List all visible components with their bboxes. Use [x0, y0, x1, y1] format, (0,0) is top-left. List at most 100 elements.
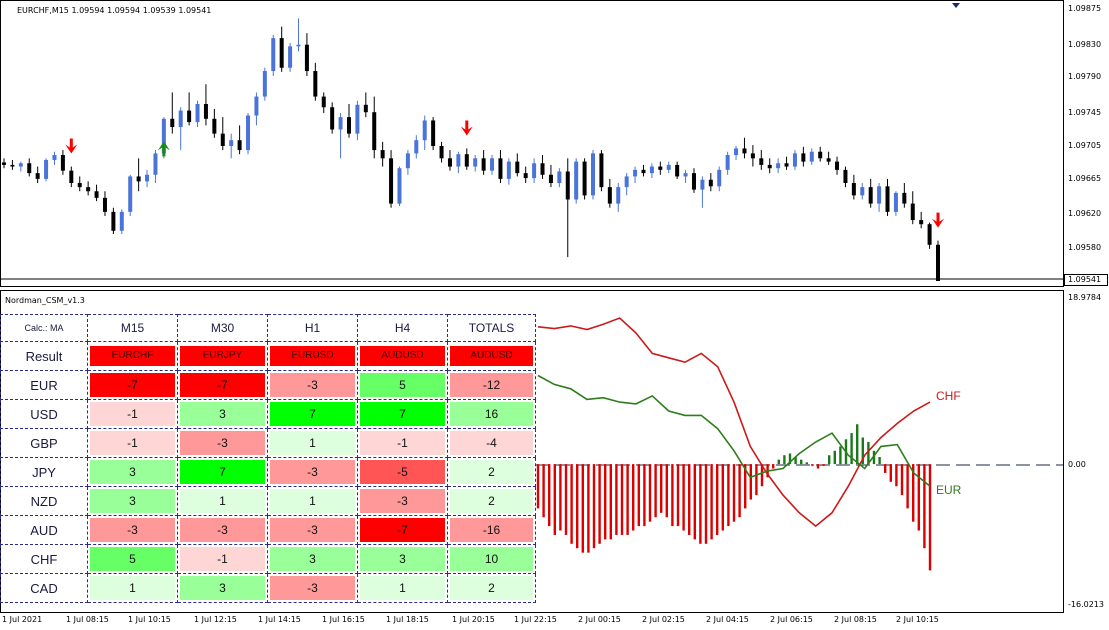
- candle-body: [557, 171, 562, 184]
- candle-body: [464, 154, 469, 167]
- candle-body: [750, 153, 755, 159]
- strength-cell: 2: [447, 457, 536, 487]
- strength-value: 3: [270, 547, 355, 571]
- price-axis-label: 1.09745: [1068, 108, 1102, 117]
- candle-body: [893, 192, 898, 212]
- candle-body: [296, 44, 301, 47]
- histogram-bar: [587, 464, 590, 553]
- time-axis-label: 2 Jul 00:15: [578, 615, 621, 624]
- candle-body: [767, 164, 772, 169]
- histogram-bar: [738, 464, 741, 518]
- histogram-bar: [576, 464, 579, 549]
- candle-body: [77, 183, 82, 188]
- histogram-bar: [721, 464, 724, 531]
- current-price-box: 1.09541: [1064, 274, 1108, 286]
- histogram-bar: [783, 455, 786, 465]
- histogram-bar: [895, 464, 898, 487]
- result-cell: AUDUSD: [447, 341, 536, 371]
- histogram-bar: [923, 464, 926, 549]
- shift-marker-icon[interactable]: [952, 3, 960, 8]
- histogram-bar: [671, 464, 674, 527]
- candle-body: [641, 169, 646, 174]
- candle-body: [313, 71, 318, 97]
- candle-body: [498, 158, 503, 179]
- strength-value: -7: [180, 373, 265, 397]
- candle-body: [456, 154, 461, 167]
- currency-label: GBP: [0, 428, 88, 458]
- candle-body: [102, 197, 107, 212]
- candle-body: [111, 211, 116, 231]
- strength-cell: 3: [177, 399, 268, 429]
- time-axis-label: 2 Jul 06:15: [770, 615, 813, 624]
- signal-arrows: [65, 120, 944, 228]
- strength-value: -3: [270, 576, 355, 600]
- candle-body: [868, 187, 873, 204]
- currency-label: AUD: [0, 515, 88, 545]
- candle-body: [725, 155, 730, 170]
- price-axis-label: 1.09790: [1068, 72, 1102, 81]
- candle-body: [784, 163, 789, 167]
- candle-body: [69, 170, 74, 184]
- table-row: JPY 3 7 -3 -5 2: [0, 457, 536, 487]
- candle-body: [649, 166, 654, 174]
- histogram-bar: [548, 464, 551, 527]
- histogram-bar: [620, 464, 624, 535]
- candle-body: [515, 161, 520, 174]
- histogram-bar: [861, 437, 864, 465]
- price-chart[interactable]: [0, 0, 1063, 286]
- strength-value: -7: [90, 373, 175, 397]
- candle-body: [321, 96, 326, 108]
- candle-body: [658, 166, 663, 170]
- strength-value: 3: [180, 576, 265, 600]
- strength-value: -12: [450, 373, 533, 397]
- strength-cell: 7: [177, 457, 268, 487]
- candle-body: [178, 110, 183, 128]
- strength-value: 7: [360, 402, 445, 426]
- histogram-bar: [604, 464, 607, 540]
- price-axis-label: 1.09620: [1068, 209, 1102, 218]
- time-axis-label: 2 Jul 08:15: [834, 615, 877, 624]
- strength-cell: 3: [357, 544, 448, 574]
- histogram-bar: [856, 424, 859, 465]
- candle-body: [372, 112, 377, 151]
- candle-body: [27, 163, 32, 174]
- candle-body: [582, 161, 587, 196]
- histogram-bar: [654, 464, 657, 518]
- time-axis-label: 2 Jul 10:15: [896, 615, 939, 624]
- candle-body: [304, 44, 309, 72]
- strength-value: -7: [360, 518, 445, 542]
- indicator-chart[interactable]: [0, 290, 1063, 612]
- histogram-bar: [704, 464, 708, 544]
- histogram-bar: [928, 464, 932, 571]
- chf-line-label: CHF: [936, 389, 961, 403]
- strength-value: -1: [180, 547, 265, 571]
- strength-value: -16: [450, 518, 533, 542]
- result-pair: EURUSD: [270, 346, 355, 366]
- histogram-bar: [805, 462, 808, 465]
- result-cell: EURUSD: [267, 341, 358, 371]
- strength-cell: 1: [267, 486, 358, 516]
- strength-cell: -3: [267, 370, 358, 400]
- candle-body: [616, 187, 621, 204]
- histogram-bar: [772, 464, 775, 469]
- price-axis-label: 1.09875: [1068, 4, 1102, 13]
- histogram-bar: [744, 464, 747, 509]
- strength-value: -1: [90, 402, 175, 426]
- timeframe-header: H4: [357, 314, 448, 342]
- candle-body: [414, 140, 419, 154]
- histogram-bar: [760, 464, 764, 487]
- candle-body: [187, 110, 192, 123]
- candle-body: [246, 115, 251, 151]
- currency-strength-table: Calc.: MA M15 M30 H1 H4 TOTALS Result EURCHF EUR…: [0, 314, 536, 603]
- strength-cell: -7: [177, 370, 268, 400]
- histogram-bar: [755, 464, 758, 496]
- histogram-bar: [917, 464, 920, 531]
- candle-body: [877, 186, 882, 204]
- candle-body: [902, 192, 907, 204]
- histogram-bar: [884, 464, 887, 473]
- candle-body: [229, 140, 234, 146]
- strength-value: -3: [270, 460, 355, 484]
- timeframe-header: M15: [87, 314, 178, 342]
- strength-cell: -3: [357, 486, 448, 516]
- candle-body: [136, 176, 141, 182]
